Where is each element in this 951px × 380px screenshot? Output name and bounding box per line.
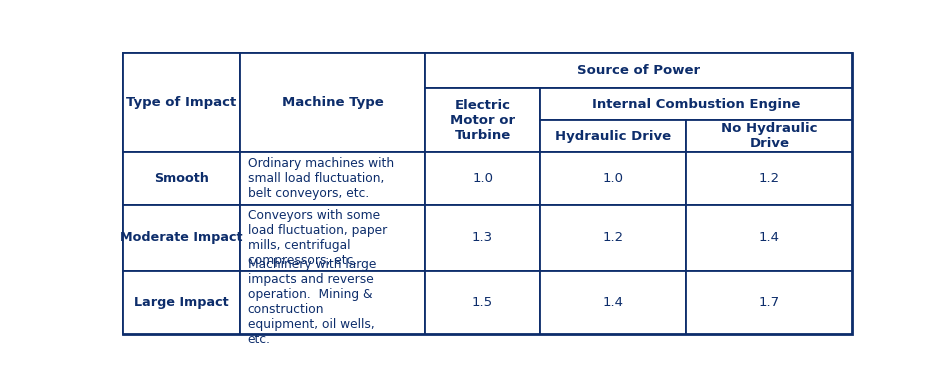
Bar xyxy=(425,205,540,271)
Text: 1.0: 1.0 xyxy=(472,172,494,185)
Bar xyxy=(425,152,540,205)
Text: 1.4: 1.4 xyxy=(759,231,780,244)
Bar xyxy=(241,205,425,271)
Bar xyxy=(425,88,540,152)
Text: Electric
Motor or
Turbine: Electric Motor or Turbine xyxy=(450,99,515,142)
Bar xyxy=(123,53,241,152)
Bar xyxy=(687,205,852,271)
Bar xyxy=(425,271,540,334)
Bar xyxy=(540,120,687,152)
Text: Smooth: Smooth xyxy=(154,172,209,185)
Text: 1.2: 1.2 xyxy=(603,231,624,244)
Bar xyxy=(241,53,425,152)
Text: Internal Combustion Engine: Internal Combustion Engine xyxy=(592,98,801,111)
Text: 1.3: 1.3 xyxy=(472,231,494,244)
Text: No Hydraulic
Drive: No Hydraulic Drive xyxy=(721,122,818,150)
Bar xyxy=(687,120,852,152)
Bar xyxy=(123,152,241,205)
Bar xyxy=(540,152,687,205)
Text: 1.5: 1.5 xyxy=(472,296,494,309)
Text: Large Impact: Large Impact xyxy=(134,296,229,309)
Bar xyxy=(687,152,852,205)
Bar xyxy=(540,205,687,271)
Bar xyxy=(241,271,425,334)
Bar xyxy=(241,152,425,205)
Bar xyxy=(123,271,241,334)
Text: Type of Impact: Type of Impact xyxy=(126,96,237,109)
Text: Conveyors with some
load fluctuation, paper
mills, centrifugal
compressors, etc.: Conveyors with some load fluctuation, pa… xyxy=(248,209,387,267)
Text: 1.0: 1.0 xyxy=(603,172,624,185)
Bar xyxy=(425,53,852,88)
Text: 1.2: 1.2 xyxy=(759,172,780,185)
Bar xyxy=(687,271,852,334)
Bar xyxy=(123,205,241,271)
Bar xyxy=(540,271,687,334)
Text: 1.7: 1.7 xyxy=(759,296,780,309)
Bar xyxy=(540,88,852,120)
Text: Ordinary machines with
small load fluctuation,
belt conveyors, etc.: Ordinary machines with small load fluctu… xyxy=(248,157,394,200)
Text: 1.4: 1.4 xyxy=(603,296,624,309)
Text: Machine Type: Machine Type xyxy=(281,96,383,109)
Text: Machinery with large
impacts and reverse
operation.  Mining &
construction
equip: Machinery with large impacts and reverse… xyxy=(248,258,377,346)
Text: Source of Power: Source of Power xyxy=(577,64,700,77)
Text: Moderate Impact: Moderate Impact xyxy=(120,231,243,244)
Text: Hydraulic Drive: Hydraulic Drive xyxy=(555,130,671,143)
